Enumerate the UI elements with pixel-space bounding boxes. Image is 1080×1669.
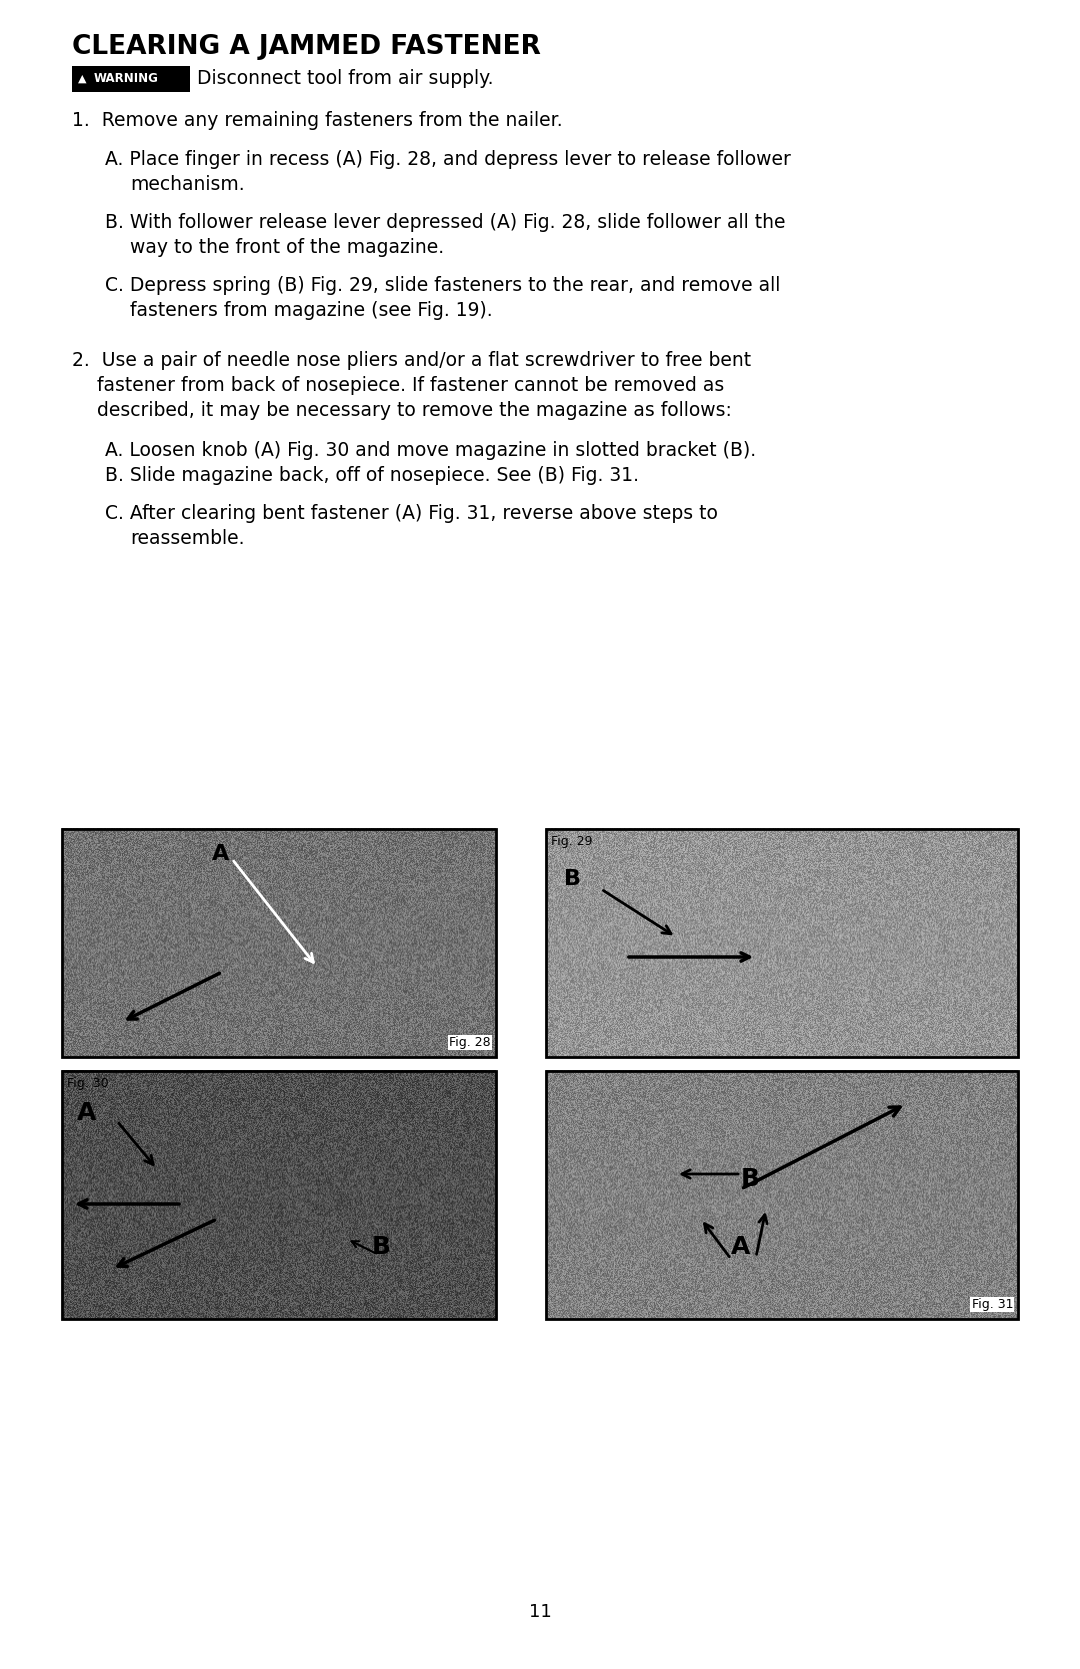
Text: fasteners from magazine (see Fig. 19).: fasteners from magazine (see Fig. 19). bbox=[130, 300, 492, 320]
Text: WARNING: WARNING bbox=[94, 72, 159, 85]
Text: 11: 11 bbox=[528, 1602, 552, 1621]
Text: A: A bbox=[77, 1102, 96, 1125]
Text: Fig. 30: Fig. 30 bbox=[67, 1077, 109, 1090]
Bar bbox=[62, 1071, 496, 1319]
Bar bbox=[546, 829, 1018, 1056]
Text: CLEARING A JAMMED FASTENER: CLEARING A JAMMED FASTENER bbox=[72, 33, 541, 60]
Text: A: A bbox=[731, 1235, 751, 1258]
Text: fastener from back of nosepiece. If fastener cannot be removed as: fastener from back of nosepiece. If fast… bbox=[97, 376, 725, 396]
Text: way to the front of the magazine.: way to the front of the magazine. bbox=[130, 239, 444, 257]
Bar bbox=[62, 829, 496, 1056]
Text: Disconnect tool from air supply.: Disconnect tool from air supply. bbox=[197, 70, 494, 88]
Text: ▲: ▲ bbox=[78, 73, 86, 83]
Bar bbox=[546, 1071, 1018, 1319]
Text: A. Place finger in recess (A) Fig. 28, and depress lever to release follower: A. Place finger in recess (A) Fig. 28, a… bbox=[105, 150, 791, 169]
Text: C. After clearing bent fastener (A) Fig. 31, reverse above steps to: C. After clearing bent fastener (A) Fig.… bbox=[105, 504, 718, 522]
Text: 2.  Use a pair of needle nose pliers and/or a flat screwdriver to free bent: 2. Use a pair of needle nose pliers and/… bbox=[72, 350, 751, 371]
Text: Fig. 28: Fig. 28 bbox=[449, 1036, 491, 1050]
Text: C. Depress spring (B) Fig. 29, slide fasteners to the rear, and remove all: C. Depress spring (B) Fig. 29, slide fas… bbox=[105, 275, 781, 295]
Text: B. Slide magazine back, off of nosepiece. See (B) Fig. 31.: B. Slide magazine back, off of nosepiece… bbox=[105, 466, 639, 486]
Bar bbox=[72, 67, 190, 92]
Text: A: A bbox=[212, 845, 229, 865]
Text: mechanism.: mechanism. bbox=[130, 175, 245, 194]
Text: B: B bbox=[372, 1235, 391, 1258]
Text: Fig. 29: Fig. 29 bbox=[551, 834, 593, 848]
Text: B. With follower release lever depressed (A) Fig. 28, slide follower all the: B. With follower release lever depressed… bbox=[105, 214, 785, 232]
Text: described, it may be necessary to remove the magazine as follows:: described, it may be necessary to remove… bbox=[97, 401, 732, 421]
Text: B: B bbox=[564, 870, 581, 890]
Text: A. Loosen knob (A) Fig. 30 and move magazine in slotted bracket (B).: A. Loosen knob (A) Fig. 30 and move maga… bbox=[105, 441, 756, 461]
Text: B: B bbox=[741, 1167, 760, 1192]
Text: Fig. 31: Fig. 31 bbox=[972, 1298, 1013, 1312]
Text: reassemble.: reassemble. bbox=[130, 529, 244, 547]
Text: 1.  Remove any remaining fasteners from the nailer.: 1. Remove any remaining fasteners from t… bbox=[72, 112, 563, 130]
